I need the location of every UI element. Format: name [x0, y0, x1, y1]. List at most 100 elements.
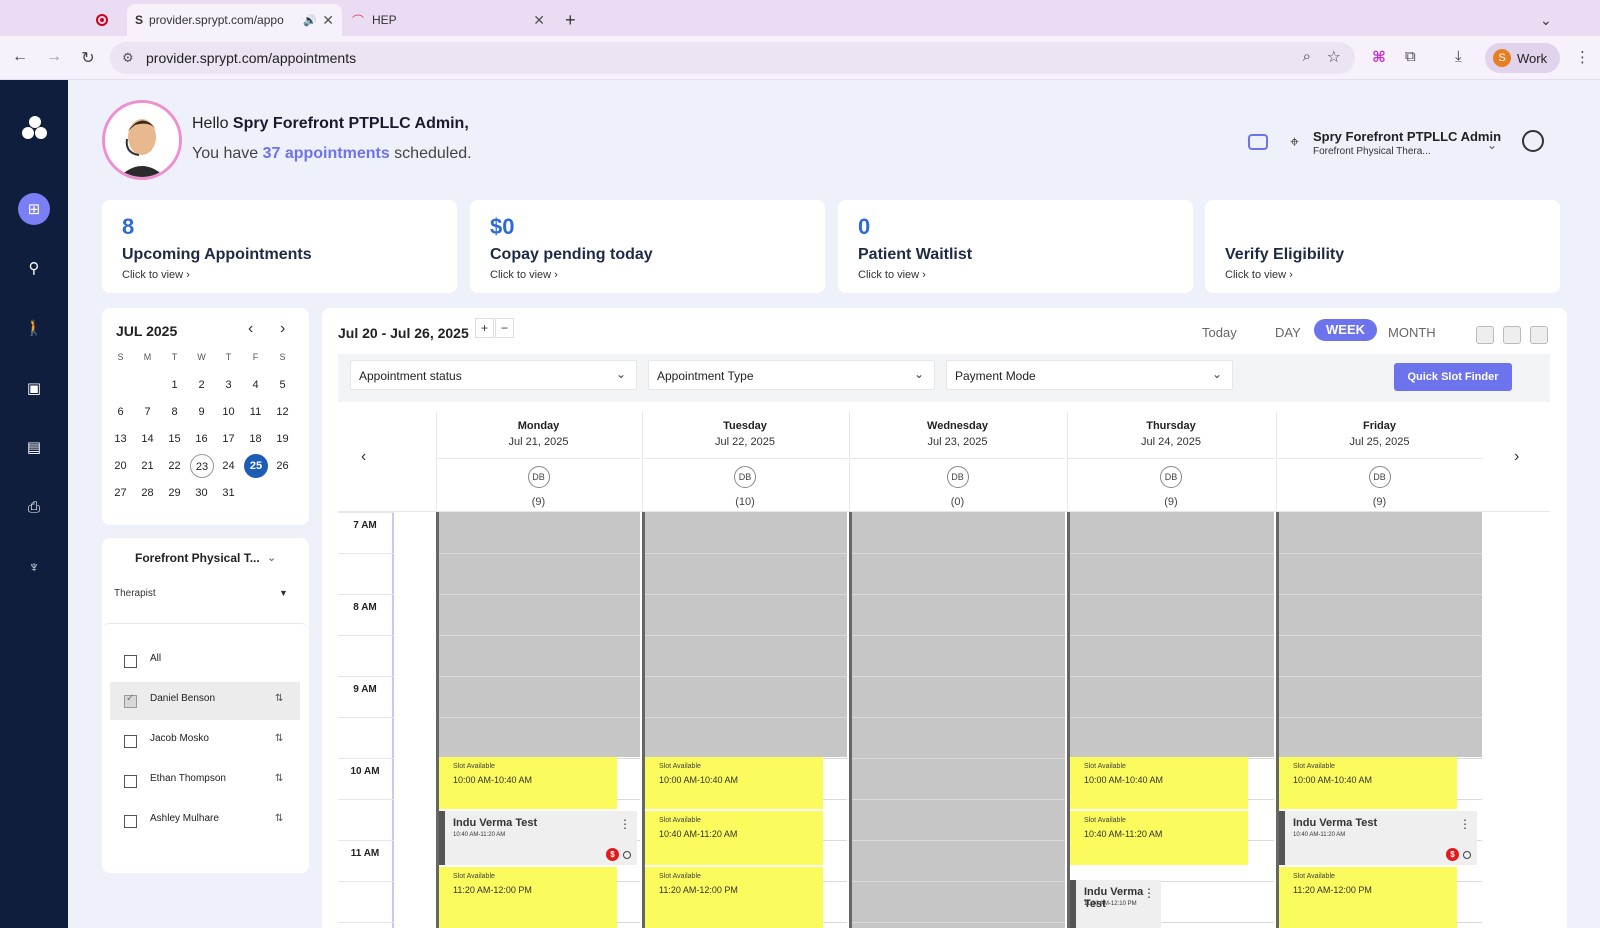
click-to-view-link[interactable]: Click to view › [490, 269, 558, 281]
sidebar-patient-walk-icon[interactable]: 🚶 [24, 320, 44, 337]
reorder-icon[interactable]: ⇅ [275, 733, 284, 744]
calendar-day[interactable]: 28 [141, 487, 154, 499]
calendar-day[interactable]: 7 [144, 406, 151, 418]
chat-icon[interactable] [1248, 134, 1268, 150]
checkbox[interactable] [124, 775, 137, 788]
day-column-wednesday[interactable] [849, 512, 1065, 928]
stat-card-copay[interactable]: $0 Copay pending today Click to view › [470, 200, 825, 293]
more-options-icon[interactable]: ⋮ [1459, 817, 1471, 831]
sidebar-archive-icon[interactable]: ▤ [26, 439, 42, 456]
record-icon[interactable] [96, 4, 116, 36]
calendar-day[interactable]: 12 [276, 406, 289, 418]
calendar-day[interactable]: 4 [252, 379, 259, 391]
clinic-selector-sub[interactable]: Forefront Physical Thera... [1313, 146, 1431, 157]
browser-menu-icon[interactable]: ⋮ [1575, 49, 1590, 66]
therapist-row[interactable]: Ethan Thompson ⇅ [110, 762, 300, 800]
available-slot[interactable]: Slot Available 10:40 AM-11:20 AM [1070, 811, 1248, 865]
sidebar-print-icon[interactable]: ⎙ [27, 498, 40, 516]
day-column-friday[interactable]: Slot Available 10:00 AM-10:40 AM Indu Verm… [1276, 512, 1482, 928]
therapist-row[interactable]: Jacob Mosko ⇅ [110, 722, 300, 760]
calendar-day[interactable]: 17 [222, 433, 235, 445]
day-column-thursday[interactable]: Slot Available 10:00 AM-10:40 AM Slot Avai… [1067, 512, 1274, 928]
calendar-day[interactable]: 15 [168, 433, 181, 445]
calendar-day[interactable]: 20 [114, 460, 127, 472]
reorder-icon[interactable]: ⇅ [275, 693, 284, 704]
sidebar-billing-icon[interactable]: ▣ [26, 380, 42, 397]
available-slot[interactable]: Slot Available 10:00 AM-10:40 AM [1070, 757, 1248, 809]
available-slot[interactable]: Slot Available 11:20 AM-12:00 PM [439, 867, 617, 928]
calendar-day[interactable]: 24 [222, 460, 235, 472]
url-text[interactable]: provider.sprypt.com/appointments [146, 50, 357, 66]
calendar-day[interactable]: 18 [249, 433, 262, 445]
clinic-dropdown[interactable]: Forefront Physical T... [135, 551, 260, 565]
sidebar-location-icon[interactable]: ⚲ [28, 260, 40, 277]
extensions-puzzle-icon[interactable]: ⧉ [1405, 48, 1416, 65]
calendar-day[interactable]: 19 [276, 433, 289, 445]
calendar-day[interactable]: 23 [190, 454, 214, 478]
checkbox[interactable] [124, 693, 137, 708]
calendar-day[interactable]: 13 [114, 433, 127, 445]
therapist-badge[interactable]: DB [1160, 466, 1182, 488]
calendar-day[interactable]: 26 [276, 460, 289, 472]
therapist-badge[interactable]: DB [527, 466, 550, 488]
calendar-day[interactable]: 5 [279, 379, 286, 391]
week-view-tab[interactable]: WEEK [1314, 319, 1377, 341]
spry-logo-icon[interactable] [22, 116, 48, 142]
appointment-status-filter[interactable]: Appointment status ⌄ [350, 360, 637, 390]
prev-week-icon[interactable]: ‹ [361, 448, 367, 465]
day-view-tab[interactable]: DAY [1275, 325, 1301, 340]
calendar-day[interactable]: 14 [141, 433, 154, 445]
chevron-down-icon[interactable]: ⌄ [267, 552, 277, 564]
available-slot[interactable]: Slot Available 11:20 AM-12:00 PM [645, 867, 823, 928]
calendar-day[interactable]: 29 [168, 487, 181, 499]
appointment-card[interactable]: Indu Verma Test 10:40 AM-11:20 AM ⋮ $ [439, 811, 637, 865]
url-field[interactable]: ⚙ provider.sprypt.com/appointments ⌕ ☆ [110, 42, 1355, 74]
calendar-day[interactable]: 3 [225, 379, 232, 391]
available-slot[interactable]: Slot Available 10:00 AM-10:40 AM [645, 757, 823, 809]
calendar-day[interactable]: 2 [198, 379, 205, 391]
available-slot[interactable]: Slot Available 10:40 AM-11:20 AM [645, 811, 823, 865]
available-slot[interactable]: Slot Available 10:00 AM-10:40 AM [439, 757, 617, 809]
appointment-type-filter[interactable]: Appointment Type ⌄ [648, 360, 935, 390]
calendar-tool-icon[interactable] [1503, 326, 1521, 344]
location-pin-icon[interactable]: ⌖ [1290, 134, 1300, 151]
print-tool-icon[interactable] [1476, 326, 1494, 344]
calendar-day[interactable]: 8 [171, 406, 178, 418]
next-month-icon[interactable]: › [280, 320, 286, 337]
extension-logo-icon[interactable]: ⌘ [1372, 49, 1386, 66]
bookmark-star-icon[interactable]: ☆ [1326, 49, 1341, 66]
day-header-monday[interactable]: Monday Jul 21, 2025 DB (9) [436, 412, 640, 511]
tab-hep[interactable]: ⌒ HEP ✕ [348, 4, 553, 36]
today-button[interactable]: Today [1202, 325, 1237, 340]
checkbox[interactable] [124, 655, 137, 668]
checkbox[interactable] [124, 735, 137, 748]
caret-down-icon[interactable]: ▼ [279, 588, 288, 598]
chevron-down-icon[interactable]: ⌄ [1487, 138, 1498, 152]
stat-card-upcoming[interactable]: 8 Upcoming Appointments Click to view › [102, 200, 457, 293]
calendar-day[interactable]: 30 [195, 487, 208, 499]
prev-month-icon[interactable]: ‹ [248, 320, 254, 337]
available-slot[interactable]: Slot Available 11:20 AM-12:00 PM [1279, 867, 1457, 928]
close-tab-icon[interactable]: ✕ [322, 12, 334, 28]
calendar-day[interactable]: 31 [222, 487, 235, 499]
audio-icon[interactable]: 🔊 [303, 14, 317, 27]
quick-slot-finder-button[interactable]: Quick Slot Finder [1394, 363, 1512, 391]
day-header-friday[interactable]: Friday Jul 25, 2025 DB (9) [1276, 412, 1482, 511]
calendar-day[interactable]: 11 [249, 406, 262, 418]
payment-mode-filter[interactable]: Payment Mode ⌄ [946, 360, 1233, 390]
day-header-thursday[interactable]: Thursday Jul 24, 2025 DB (9) [1067, 412, 1274, 511]
therapist-row[interactable]: All [110, 642, 300, 680]
day-header-tuesday[interactable]: Tuesday Jul 22, 2025 DB (10) [642, 412, 847, 511]
browser-profile-button[interactable]: S Work [1485, 43, 1560, 73]
site-settings-icon[interactable]: ⚙ [122, 50, 134, 65]
therapist-badge[interactable]: DB [1368, 466, 1391, 488]
account-icon[interactable] [1522, 130, 1544, 152]
zoom-in-button[interactable]: + [475, 318, 494, 338]
therapist-badge[interactable]: DB [734, 466, 756, 488]
more-options-icon[interactable]: ⋮ [619, 817, 631, 831]
close-tab-icon[interactable]: ✕ [533, 12, 545, 28]
therapist-badge[interactable]: DB [946, 466, 969, 488]
day-header-wednesday[interactable]: Wednesday Jul 23, 2025 DB (0) [849, 412, 1065, 511]
calendar-day[interactable]: 22 [168, 460, 181, 472]
zoom-icon[interactable]: ⌕ [1302, 48, 1311, 65]
